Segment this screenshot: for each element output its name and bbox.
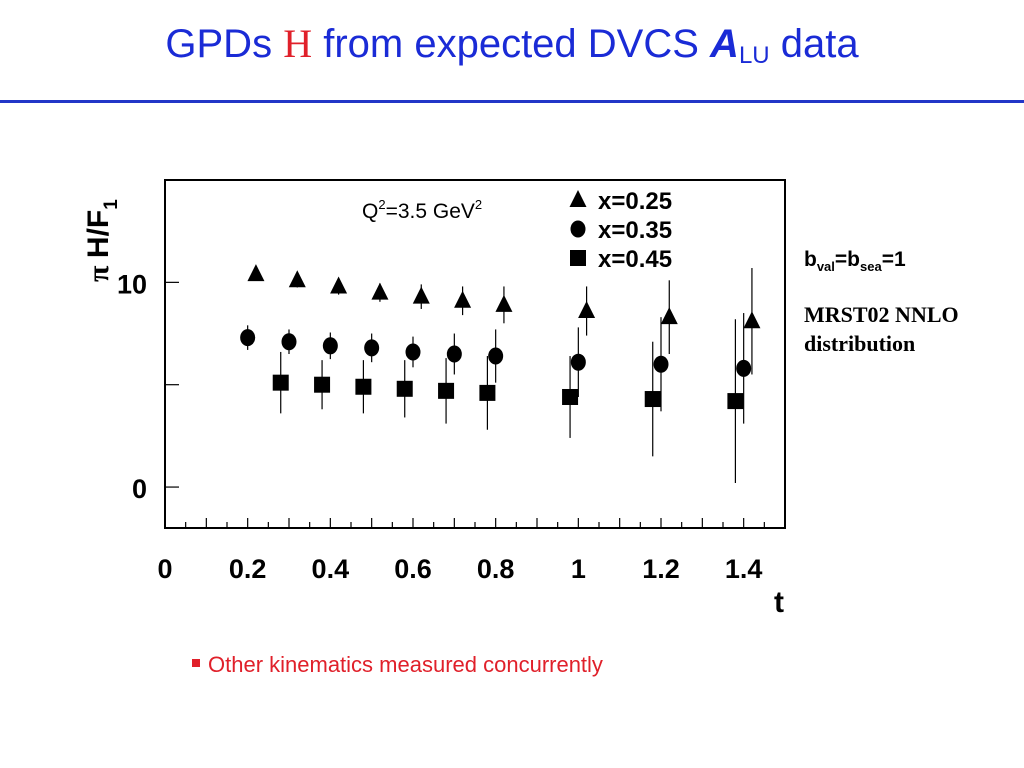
x-tick-label: 0.8: [477, 554, 515, 584]
bullet-square-icon: [192, 659, 200, 668]
x-tick-label: 0.2: [229, 554, 267, 584]
data-point-square: [479, 384, 496, 401]
legend-label: x=0.25: [598, 188, 672, 215]
bullet-item: Other kinematics measured concurrently: [192, 652, 603, 678]
data-point-triangle: [743, 311, 761, 329]
legend-marker-circle: [570, 220, 586, 238]
mrst-line-2: distribution: [804, 331, 916, 357]
mrst-line-1: MRST02 NNLO: [804, 302, 959, 328]
legend-marker-triangle: [569, 190, 587, 207]
data-point-square: [396, 380, 413, 397]
q2-annotation: Q2=3.5 GeV2: [362, 197, 482, 223]
data-point-circle: [281, 333, 297, 351]
b-values-label: bval=bsea=1: [804, 248, 906, 275]
title-h-symbol: H: [283, 21, 313, 66]
x-tick-label: 1: [571, 554, 586, 584]
y-tick-label: 10: [117, 269, 147, 299]
plot-frame: [164, 179, 786, 529]
data-point-triangle: [495, 294, 513, 312]
data-point-square: [438, 382, 455, 399]
x-tick-label: 0.6: [394, 554, 432, 584]
x-tick-label: 1.2: [642, 554, 680, 584]
x-tick-label: 0.4: [312, 554, 350, 584]
data-point-circle: [405, 343, 421, 361]
data-point-square: [314, 376, 331, 393]
title-a-subscript: LU: [738, 42, 770, 69]
title-prefix: GPDs: [165, 22, 273, 66]
title-divider: [0, 100, 1024, 103]
side-note: bval=bsea=1 MRST02 NNLO distribution: [804, 248, 1014, 358]
data-point-square: [355, 378, 372, 395]
legend-marker-square: [570, 250, 586, 266]
data-point-triangle: [412, 286, 430, 304]
data-point-triangle: [288, 270, 306, 288]
data-point-square: [562, 388, 579, 405]
title-middle: from expected DVCS: [323, 22, 699, 66]
data-point-square: [727, 393, 744, 410]
legend-label: x=0.45: [598, 246, 672, 273]
data-point-circle: [322, 337, 338, 355]
slide-title: GPDs H from expected DVCS ALU data: [0, 22, 1024, 69]
data-point-square: [272, 374, 289, 391]
data-point-triangle: [454, 290, 472, 308]
data-point-triangle: [578, 301, 596, 319]
data-point-circle: [240, 329, 256, 347]
title-suffix: data: [780, 22, 859, 66]
title-a-symbol: ALU: [710, 22, 770, 69]
data-point-circle: [653, 355, 669, 373]
data-point-triangle: [247, 264, 265, 282]
data-point-circle: [488, 347, 504, 365]
y-tick-label: 0: [132, 474, 147, 504]
data-point-circle: [364, 339, 380, 357]
y-axis-label: π H/F1: [82, 199, 122, 282]
legend-label: x=0.35: [598, 217, 672, 244]
data-point-triangle: [660, 307, 678, 325]
data-point-circle: [446, 345, 462, 363]
bullet-text: Other kinematics measured concurrently: [208, 652, 603, 677]
x-tick-label: 0: [157, 554, 172, 584]
data-point-circle: [570, 353, 586, 371]
data-point-square: [644, 391, 661, 408]
x-tick-label: 1.4: [725, 554, 763, 584]
x-axis-label: t: [774, 586, 784, 619]
data-point-triangle: [330, 276, 348, 294]
data-point-circle: [736, 359, 752, 377]
distribution-note: MRST02 NNLO distribution: [804, 300, 1014, 358]
data-point-triangle: [371, 282, 389, 300]
